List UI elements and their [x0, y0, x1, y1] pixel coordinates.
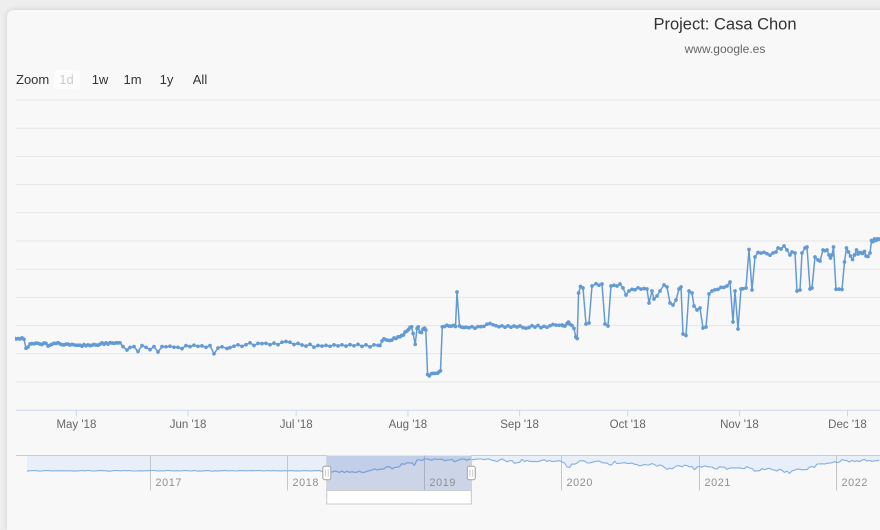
svg-text:All: All [193, 72, 208, 87]
svg-text:Dec '18: Dec '18 [828, 419, 867, 431]
svg-text:Aug '18: Aug '18 [389, 419, 428, 431]
svg-text:2022: 2022 [842, 477, 868, 489]
svg-text:Zoom: Zoom [16, 72, 49, 87]
svg-text:2018: 2018 [293, 477, 319, 489]
svg-text:Jul '18: Jul '18 [280, 419, 313, 431]
svg-text:1y: 1y [160, 72, 174, 87]
svg-text:2017: 2017 [156, 477, 182, 489]
svg-text:Project: Casa Chon: Project: Casa Chon [653, 16, 796, 34]
svg-text:Nov '18: Nov '18 [720, 419, 759, 431]
svg-text:1d: 1d [59, 72, 73, 87]
svg-text:May '18: May '18 [56, 419, 96, 431]
svg-text:2019: 2019 [430, 477, 456, 489]
svg-text:2020: 2020 [567, 477, 593, 489]
svg-text:Oct '18: Oct '18 [610, 419, 646, 431]
svg-text:1w: 1w [92, 72, 109, 87]
svg-text:Sep '18: Sep '18 [500, 419, 539, 431]
svg-text:2021: 2021 [705, 477, 731, 489]
svg-text:www.google.es: www.google.es [684, 42, 766, 56]
svg-text:1m: 1m [123, 72, 141, 87]
svg-text:Jun '18: Jun '18 [170, 419, 207, 431]
